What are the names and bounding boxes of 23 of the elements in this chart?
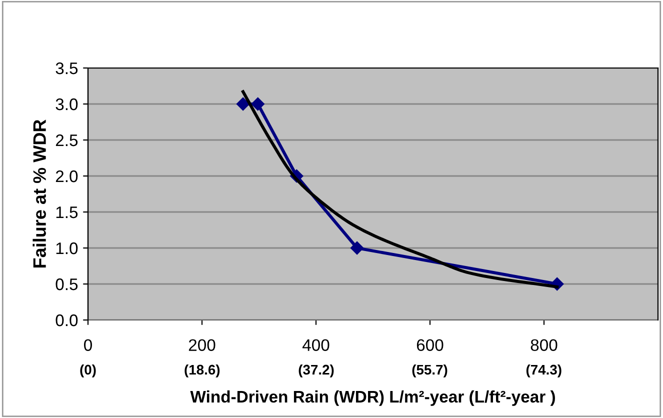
y-tick-label: 0.5 [56, 278, 78, 290]
point [350, 241, 364, 255]
y-axis-title: Failure at % WDR [32, 120, 46, 268]
x-tick-label: 800 [530, 339, 558, 351]
x-tick-label: 400 [302, 339, 330, 351]
y-tick-label: 0.0 [56, 314, 78, 326]
y-tick-label: 1.0 [56, 242, 78, 254]
x2-tick-label: (37.2) [298, 364, 334, 378]
y-tick-label: 2.0 [56, 170, 78, 182]
y-tick-label: 3.5 [56, 62, 78, 74]
point [251, 97, 264, 111]
x2-tick-label: (74.3) [526, 364, 562, 378]
point [236, 97, 250, 111]
x-tick-label: 200 [188, 339, 216, 351]
x2-tick-label: (0) [80, 364, 96, 378]
x-axis-title: Wind-Driven Rain (WDR) L/m²-year (L/ft²-year ) [190, 390, 555, 406]
x-tick-label: 600 [416, 339, 444, 351]
y-tick-label: 1.5 [56, 206, 78, 218]
y-tick-label: 2.5 [56, 134, 78, 146]
x2-tick-label: (18.6) [184, 364, 220, 378]
y-tick-label: 3.0 [56, 98, 78, 110]
x2-tick-label: (55.7) [412, 364, 448, 378]
x-tick-label: 0 [84, 339, 92, 351]
